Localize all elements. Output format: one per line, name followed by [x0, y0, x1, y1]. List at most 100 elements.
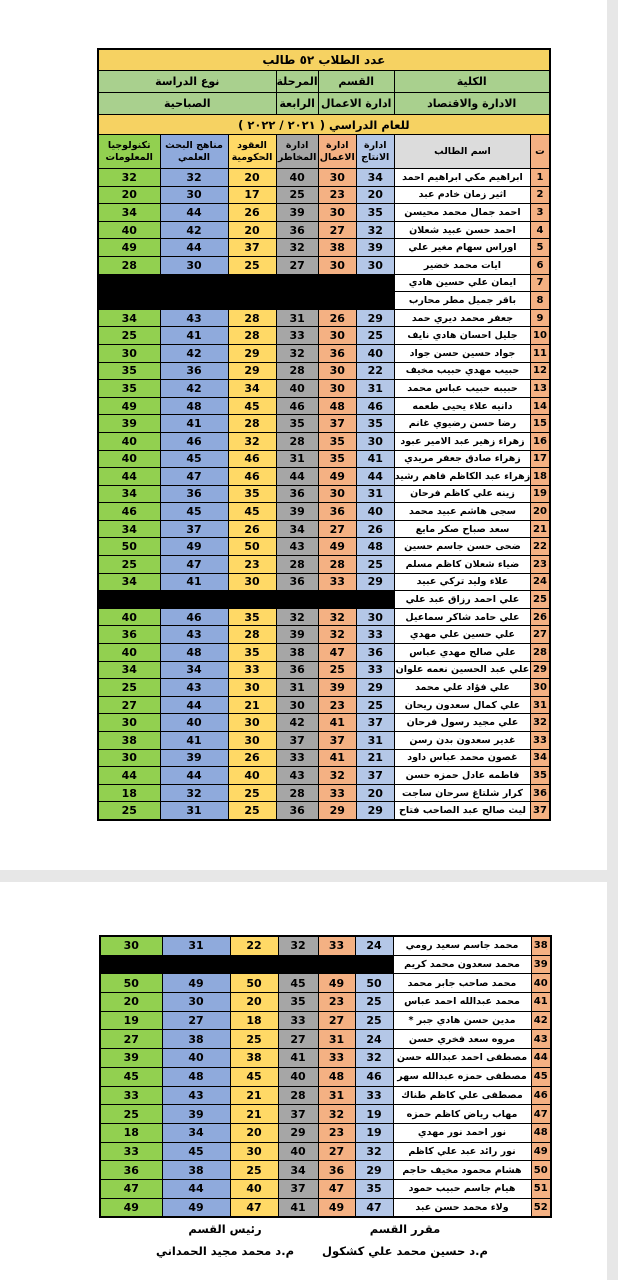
score-risk: 30 — [275, 695, 319, 715]
head-role: رئيس القسم — [188, 1222, 262, 1236]
row-number: 41 — [530, 992, 552, 1012]
student-name: رضا حسن رضيوي غانم — [393, 414, 532, 433]
table-row: 44 مصطفى احمد عبدالله حسن 32 33 41 38 40 39 — [99, 1048, 552, 1068]
score-business: 47 — [317, 643, 357, 662]
score-risk: 46 — [275, 396, 319, 416]
score-contracts: 35 — [227, 484, 277, 504]
score-tech: 34 — [97, 203, 161, 222]
table-row: 18 زهراء عبد الكاظم فاهم رشيد 44 49 44 46 47 44 — [97, 467, 551, 486]
student-name: محمد سعدون محمد كريم — [392, 954, 532, 975]
score-risk: 36 — [275, 220, 319, 240]
score-tech: 40 — [97, 220, 161, 240]
score-tech: 25 — [99, 1104, 163, 1124]
score-business: 37 — [317, 731, 357, 750]
score-tech: 30 — [97, 748, 161, 768]
table-row: 17 زهراء صادق جعفر مريدي 41 35 31 46 45 40 — [97, 449, 551, 469]
score-contracts: 50 — [229, 973, 279, 994]
score-tech: 40 — [97, 431, 161, 451]
row-number: 32 — [530, 713, 551, 732]
student-name: فاطمه عادل حمزه حسن — [393, 766, 532, 785]
score-tech: 25 — [97, 326, 161, 345]
score-business: 49 — [317, 1197, 356, 1218]
table-row: 43 مروه سعد فخري حسن 24 31 27 25 38 27 — [99, 1029, 552, 1050]
score-business: 32 — [317, 625, 357, 645]
row-number: 13 — [530, 379, 551, 398]
table-row: 40 محمد صاحب جابر محمد 50 49 45 50 49 50 — [99, 973, 552, 994]
score-risk: 41 — [277, 1197, 319, 1218]
row-number: 14 — [530, 396, 551, 416]
row-number: 2 — [530, 185, 551, 205]
score-research: 46 — [159, 431, 229, 451]
score-business: 30 — [317, 255, 357, 275]
score-production: 33 — [355, 660, 395, 680]
score-contracts: 40 — [229, 1178, 279, 1199]
row-number: 40 — [530, 973, 552, 994]
row-number: 23 — [530, 555, 551, 574]
score-contracts: 37 — [227, 238, 277, 257]
student-name: ضياء شعلان كاظم مسلم — [393, 555, 532, 574]
score-tech: 46 — [97, 502, 161, 521]
row-number: 11 — [530, 343, 551, 363]
redacted-scores — [99, 954, 394, 975]
score-risk: 36 — [275, 660, 319, 680]
score-production: 29 — [355, 801, 395, 821]
score-risk: 37 — [277, 1178, 319, 1199]
student-name: اوراس سهام مغير علي — [393, 238, 532, 257]
table-row: 19 زينه علي كاظم فرحان 31 30 36 35 36 34 — [97, 484, 551, 504]
row-number: 38 — [530, 935, 552, 956]
score-tech: 34 — [97, 308, 161, 328]
table-row: 35 فاطمه عادل حمزه حسن 37 32 43 40 44 44 — [97, 766, 551, 785]
score-business: 27 — [317, 220, 357, 240]
score-research: 42 — [159, 379, 229, 398]
redacted-scores — [97, 291, 395, 310]
score-contracts: 46 — [227, 449, 277, 469]
score-risk: 34 — [275, 519, 319, 539]
grades-table-page-1: عدد الطلاب ٥٢ طالب الكلية القسم المرحلة … — [97, 48, 551, 821]
score-business: 30 — [317, 203, 357, 222]
table-row: 45 مصطفى حمزه عبدالله سهر 46 48 40 45 48 45 — [99, 1066, 552, 1087]
row-number: 7 — [530, 273, 551, 293]
student-name: مصطفى حمزه عبدالله سهر — [392, 1066, 532, 1087]
table-row: 2 اثير زمان خادم عبد 20 23 25 17 30 20 — [97, 185, 551, 205]
signature-block-recorder: مقرر القسم م.د حسين محمد علي كشكول — [290, 1219, 520, 1263]
academic-year: للعام الدراسي ( ٢٠٢١ / ٢٠٢٢ ) — [97, 114, 551, 135]
student-name: علي حسين علي مهدي — [393, 625, 532, 645]
table-row: 24 علاء وليد تركي عبيد 29 33 36 30 41 34 — [97, 572, 551, 592]
score-tech: 36 — [97, 625, 161, 645]
score-contracts: 23 — [227, 555, 277, 574]
score-business: 23 — [317, 695, 357, 715]
score-contracts: 38 — [229, 1048, 279, 1068]
score-business: 29 — [317, 801, 357, 821]
score-research: 30 — [159, 185, 229, 205]
table-row: 52 ولاء محمد حسن عبد 47 49 41 47 49 49 — [99, 1197, 552, 1218]
student-name: مصطفى علي كاظم طناك — [392, 1085, 532, 1106]
row-number: 10 — [530, 326, 551, 345]
score-contracts: 17 — [227, 185, 277, 205]
score-production: 32 — [354, 1141, 394, 1162]
row-number: 1 — [530, 168, 551, 187]
table-row: 46 مصطفى علي كاظم طناك 33 31 28 21 43 33 — [99, 1085, 552, 1106]
score-business: 23 — [317, 1122, 356, 1143]
score-tech: 34 — [97, 484, 161, 504]
score-research: 45 — [161, 1141, 231, 1162]
score-tech: 20 — [99, 992, 163, 1012]
score-business: 41 — [317, 748, 357, 768]
row-number: 8 — [530, 291, 551, 310]
score-risk: 35 — [277, 992, 319, 1012]
student-name: علي فؤاد علي محمد — [393, 678, 532, 697]
row-number: 35 — [530, 766, 551, 785]
recorder-role: مقرر القسم — [369, 1222, 441, 1236]
score-research: 39 — [161, 1104, 231, 1124]
signature-block-head: رئيس القسم م.د محمد مجيد الحمداني — [110, 1219, 340, 1263]
student-name: علي صالح مهدي عباس — [393, 643, 532, 662]
student-name: جواد حسين حسن جواد — [393, 343, 532, 363]
college-label: الكلية — [393, 70, 551, 93]
score-risk: 39 — [275, 203, 319, 222]
redacted-scores — [97, 590, 395, 609]
score-research: 40 — [159, 713, 229, 732]
student-name: علي مجيد رسول فرحان — [393, 713, 532, 732]
column-header-student-name: اسم الطالب — [393, 134, 532, 169]
score-production: 32 — [355, 220, 395, 240]
student-name: محمد عبدالله احمد عباس — [392, 992, 532, 1012]
